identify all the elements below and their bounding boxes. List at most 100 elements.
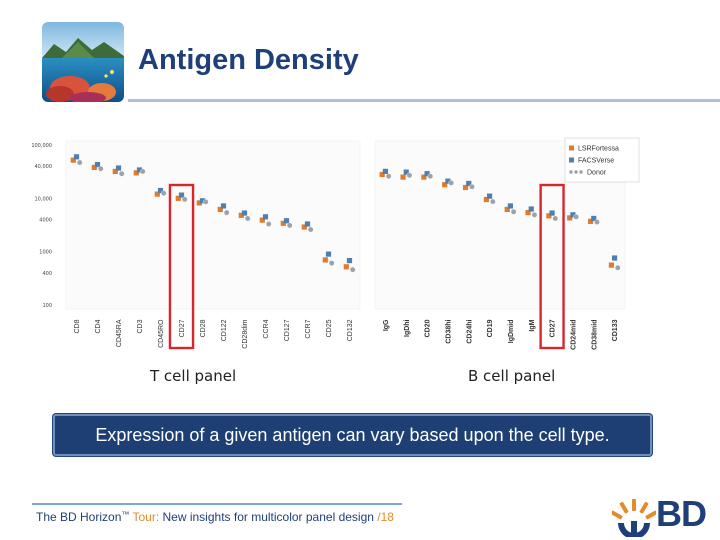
panel-area [65, 140, 361, 310]
data-point-lsrfortessa [280, 220, 286, 226]
highlight-box [168, 183, 195, 350]
x-tick-label: CD127 [284, 319, 291, 341]
data-point-lsrfortessa [217, 206, 223, 213]
x-tick-label: CD38mid [591, 320, 598, 350]
data-point-lsrfortessa [196, 200, 202, 206]
banner-text: Expression of a given antigen can vary b… [95, 425, 610, 445]
data-point-lsrfortessa [608, 262, 614, 268]
data-point-lsrfortessa [238, 212, 244, 218]
x-tick-label: CD24hi [466, 319, 473, 343]
data-point-lsrfortessa [567, 215, 573, 221]
data-point-donor [490, 198, 496, 205]
data-point-facsverse [549, 210, 555, 216]
data-point-lsrfortessa [483, 196, 489, 203]
title-divider [128, 99, 720, 102]
data-point-facsverse [157, 187, 164, 194]
x-tick-label: CD19 [487, 319, 494, 337]
antigen-density-chart: 100 400 1000 4000 10,000 40,000 100,000 CD8 CD4… [31, 137, 640, 350]
legend-box [564, 137, 640, 183]
data-point-facsverse [528, 206, 534, 212]
x-tick-label: CD132 [347, 319, 354, 341]
data-point-facsverse [570, 212, 576, 218]
x-tick-label: IgM [529, 319, 536, 331]
slide-thumbnail-image [42, 22, 124, 102]
x-tick-label: IgG [383, 319, 390, 331]
data-point-facsverse [199, 198, 206, 204]
data-point-facsverse [591, 215, 597, 222]
x-tick-label: CD45RA [116, 319, 123, 347]
data-point-donor [139, 168, 146, 175]
data-point-lsrfortessa [587, 218, 594, 224]
data-point-lsrfortessa [70, 157, 76, 163]
data-point-donor [328, 260, 335, 266]
footer-divider [32, 503, 402, 505]
legend-marker-donor [579, 170, 583, 174]
x-tick-label: CD4 [95, 319, 102, 333]
data-point-lsrfortessa [322, 257, 328, 263]
bd-logo-icon [612, 499, 656, 537]
data-point-lsrfortessa [525, 210, 531, 216]
panel-backgrounds [65, 140, 626, 310]
x-tick-label: CD28 [200, 319, 207, 337]
data-point-facsverse [403, 169, 409, 175]
footer-trademark: ™ [121, 510, 130, 519]
key-message-banner: Expression of a given antigen can vary b… [53, 414, 652, 456]
data-point-facsverse [382, 168, 389, 174]
x-tick-label: CD27 [179, 319, 186, 337]
x-tick-label: IgDhi [404, 319, 411, 337]
data-point-lsrfortessa [462, 184, 469, 191]
data-point-facsverse [220, 203, 227, 209]
data-point-donor [406, 172, 413, 179]
x-tick-label: CD25 [326, 319, 333, 337]
data-point-donor [202, 199, 209, 205]
data-point-donor [427, 173, 434, 179]
data-point-donor [76, 159, 83, 166]
y-tick-label: 100,000 [31, 143, 52, 149]
x-tick-label: CD28dim [242, 319, 249, 348]
highlight-boxes [168, 183, 565, 350]
data-point-lsrfortessa [379, 171, 385, 178]
footer-subtitle: New insights for multicolor panel design [159, 510, 374, 524]
data-point-donor [160, 190, 167, 196]
data-point-lsrfortessa [259, 217, 265, 223]
data-point-donor [531, 212, 538, 218]
x-tick-label: CCR7 [305, 319, 312, 338]
data-point-donor [510, 209, 517, 215]
data-point-donor [552, 215, 559, 222]
x-tick-labels: CD8 CD4 CD45RA CD3 CD45RO CD27 CD28 CD122 CD28di… [74, 319, 619, 350]
data-point-donor [307, 226, 314, 233]
data-point-facsverse [466, 180, 472, 187]
data-point-facsverse [304, 221, 311, 227]
data-point-facsverse [262, 214, 269, 220]
data-point-lsrfortessa [343, 264, 349, 270]
data-point-donor [265, 221, 272, 227]
x-tick-label: IgDmid [508, 320, 515, 344]
data-point-donor [181, 196, 188, 203]
footer-page-number: /18 [373, 510, 394, 524]
x-tick-label: CD24mid [570, 320, 577, 350]
x-tick-label: CD3 [137, 319, 144, 333]
x-tick-label: CD27 [550, 319, 557, 337]
y-tick-label: 10,000 [35, 196, 53, 202]
data-point-facsverse [486, 193, 493, 199]
legend-marker-lsrfortessa [569, 145, 574, 151]
x-tick-label: CD38hi [445, 319, 452, 343]
data-points [70, 154, 621, 273]
y-tick-label: 40,000 [35, 164, 53, 170]
t-cell-panel-label: T cell panel [150, 367, 237, 385]
y-tick-label: 4000 [39, 218, 52, 224]
highlight-box [539, 183, 565, 350]
data-point-facsverse [136, 167, 143, 173]
footer-brand: The BD Horizon [36, 510, 122, 524]
data-point-facsverse [94, 161, 101, 168]
data-point-facsverse [241, 210, 248, 216]
slide-title: Antigen Density [138, 44, 359, 76]
data-point-donor [118, 170, 125, 177]
legend-label: LSRFortessa [578, 146, 619, 153]
legend: LSRFortessa FACSVerse Donor [564, 137, 640, 183]
data-point-lsrfortessa [175, 195, 181, 201]
data-point-facsverse [507, 203, 514, 209]
x-tick-label: CD8 [74, 319, 81, 333]
data-point-facsverse [445, 178, 451, 184]
coral-reef-picture [42, 22, 124, 102]
